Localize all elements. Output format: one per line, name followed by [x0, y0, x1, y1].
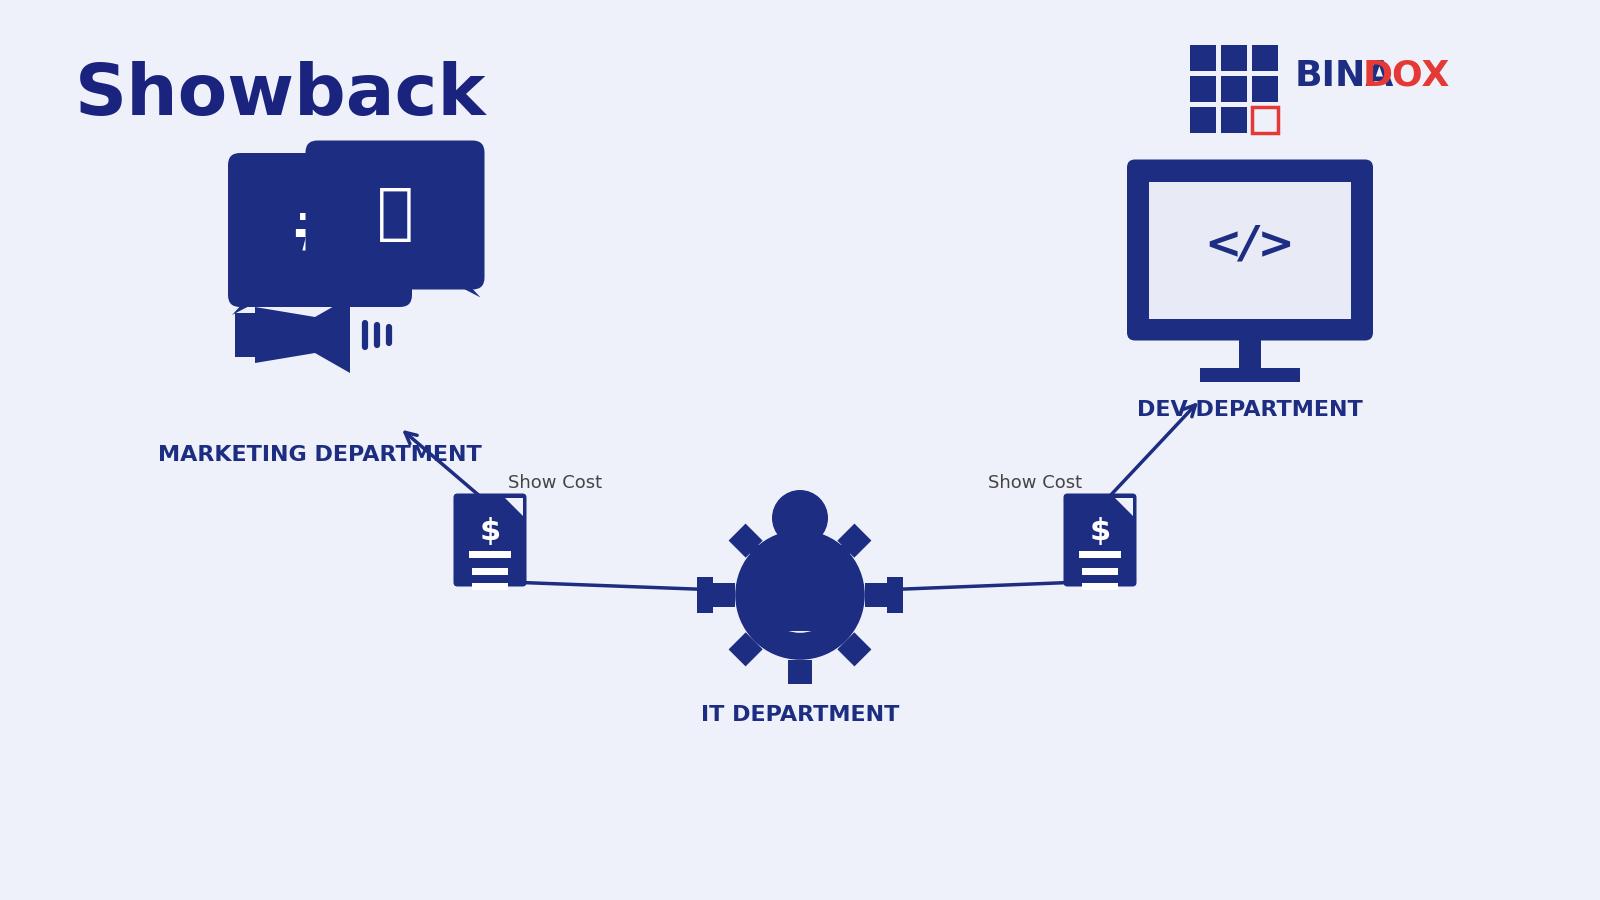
Bar — [472, 568, 507, 575]
Polygon shape — [710, 583, 736, 607]
FancyBboxPatch shape — [1221, 45, 1246, 71]
Bar — [1238, 332, 1261, 367]
FancyBboxPatch shape — [229, 153, 413, 307]
Text: BINA: BINA — [1294, 59, 1394, 93]
FancyBboxPatch shape — [747, 595, 786, 626]
FancyBboxPatch shape — [1251, 76, 1278, 102]
Text: IT DEPARTMENT: IT DEPARTMENT — [701, 705, 899, 725]
Bar — [1078, 551, 1122, 558]
Text: $: $ — [480, 517, 501, 546]
Bar — [1082, 582, 1118, 590]
Bar — [1082, 568, 1118, 575]
Polygon shape — [837, 633, 872, 666]
Text: #: # — [290, 195, 350, 265]
FancyBboxPatch shape — [1221, 76, 1246, 102]
Bar — [472, 582, 507, 590]
Circle shape — [784, 559, 816, 591]
FancyBboxPatch shape — [774, 588, 826, 631]
Bar — [235, 313, 258, 357]
FancyBboxPatch shape — [1149, 182, 1350, 319]
FancyBboxPatch shape — [1251, 45, 1278, 71]
Polygon shape — [504, 498, 523, 516]
Text: </>: </> — [1205, 223, 1296, 266]
Text: $: $ — [1090, 517, 1110, 546]
Text: 👍: 👍 — [376, 185, 413, 245]
Text: Show Cost: Show Cost — [509, 474, 602, 492]
Circle shape — [754, 572, 779, 598]
Text: DEV DEPARTMENT: DEV DEPARTMENT — [1138, 400, 1363, 420]
Text: Showback: Showback — [75, 60, 486, 130]
Polygon shape — [864, 583, 890, 607]
Polygon shape — [254, 307, 315, 363]
Text: Show Cost: Show Cost — [987, 474, 1082, 492]
Text: DOX: DOX — [1363, 59, 1450, 93]
FancyBboxPatch shape — [1190, 107, 1216, 133]
Polygon shape — [232, 290, 280, 315]
FancyBboxPatch shape — [1126, 159, 1373, 340]
Circle shape — [762, 557, 838, 633]
Polygon shape — [315, 297, 350, 373]
Bar — [698, 577, 714, 613]
Polygon shape — [728, 633, 763, 666]
Bar — [1200, 367, 1299, 382]
Polygon shape — [787, 660, 813, 684]
Bar — [702, 586, 733, 604]
Bar — [469, 551, 510, 558]
FancyBboxPatch shape — [1221, 107, 1246, 133]
FancyBboxPatch shape — [750, 545, 850, 610]
Text: MARKETING DEPARTMENT: MARKETING DEPARTMENT — [158, 445, 482, 465]
Bar — [886, 577, 902, 613]
Circle shape — [736, 530, 864, 660]
Polygon shape — [1115, 498, 1133, 516]
FancyBboxPatch shape — [1190, 45, 1216, 71]
FancyBboxPatch shape — [453, 493, 526, 587]
Polygon shape — [837, 524, 872, 558]
Bar — [867, 586, 898, 604]
FancyBboxPatch shape — [814, 595, 853, 626]
Circle shape — [821, 572, 846, 598]
Polygon shape — [787, 506, 813, 530]
FancyBboxPatch shape — [1190, 76, 1216, 102]
Circle shape — [771, 490, 829, 546]
FancyBboxPatch shape — [306, 140, 485, 290]
Polygon shape — [728, 524, 763, 558]
FancyBboxPatch shape — [1064, 493, 1136, 587]
Polygon shape — [432, 273, 480, 298]
